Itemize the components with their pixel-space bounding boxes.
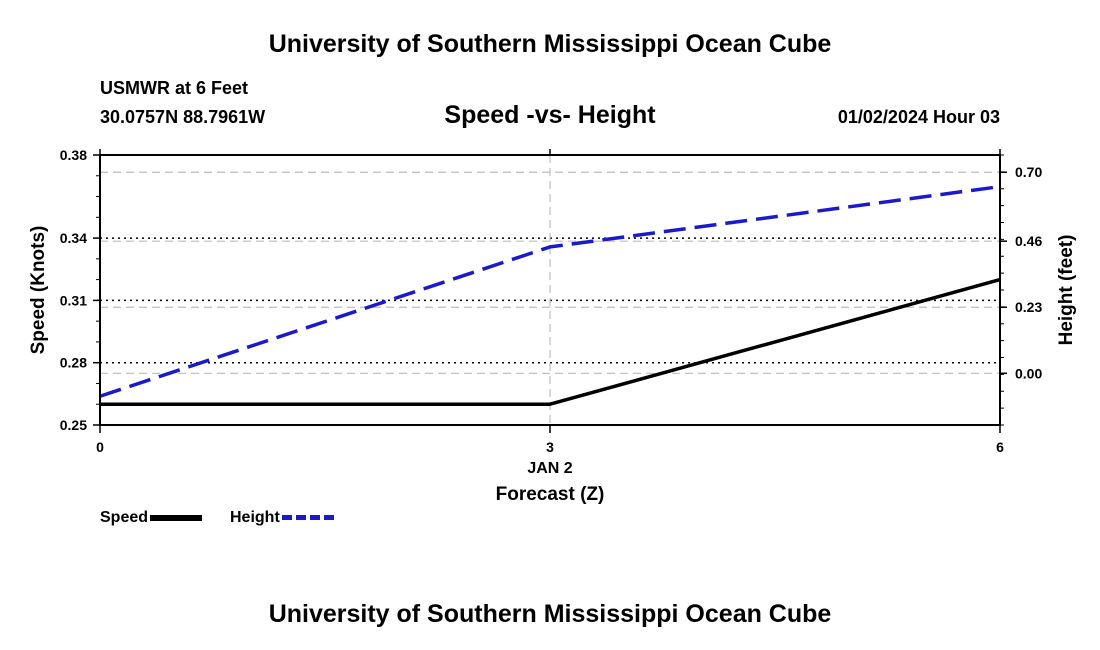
y-left-tick-label-0: 0.25 xyxy=(60,417,87,433)
x-axis-title: Forecast (Z) xyxy=(496,484,605,505)
page-title: University of Southern Mississippi Ocean… xyxy=(268,30,832,58)
legend-height: Height xyxy=(230,509,334,527)
y-left-tick-label-3: 0.34 xyxy=(60,230,87,246)
datetime-label: 01/02/2024 Hour 03 xyxy=(837,107,1000,127)
x-tick-label-1: 3 xyxy=(546,439,554,455)
x-date-label: JAN 2 xyxy=(527,460,572,477)
y-axis-right-title: Height (feet) xyxy=(1056,235,1077,346)
coordinates-label: 30.0757N 88.7961W xyxy=(100,107,266,127)
legend-height-swatch xyxy=(281,515,334,521)
chart-title: Speed -vs- Height xyxy=(444,101,656,129)
x-tick-label-2: 6 xyxy=(996,439,1004,455)
y-left-tick-label-2: 0.31 xyxy=(60,292,87,308)
plot-frame xyxy=(99,154,1001,426)
legend-speed-swatch xyxy=(150,514,203,521)
y-right-tick-label-0: 0.00 xyxy=(1015,365,1042,381)
y-axis-left-title: Speed (Knots) xyxy=(28,226,49,355)
y-right-tick-label-2: 0.46 xyxy=(1015,233,1042,249)
y-right-tick-label-1: 0.23 xyxy=(1015,299,1042,315)
y-left-tick-label-4: 0.38 xyxy=(60,147,87,163)
legend-speed-label: Speed xyxy=(100,509,149,526)
footer-title: University of Southern Mississippi Ocean… xyxy=(268,600,832,628)
y-left-tick-label-1: 0.28 xyxy=(60,355,87,371)
x-tick-label-0: 0 xyxy=(96,439,104,455)
y-right-tick-label-3: 0.70 xyxy=(1015,164,1042,180)
legend-height-label: Height xyxy=(230,509,280,526)
legend-speed: Speed xyxy=(100,509,203,527)
station-label: USMWR at 6 Feet xyxy=(100,78,249,98)
